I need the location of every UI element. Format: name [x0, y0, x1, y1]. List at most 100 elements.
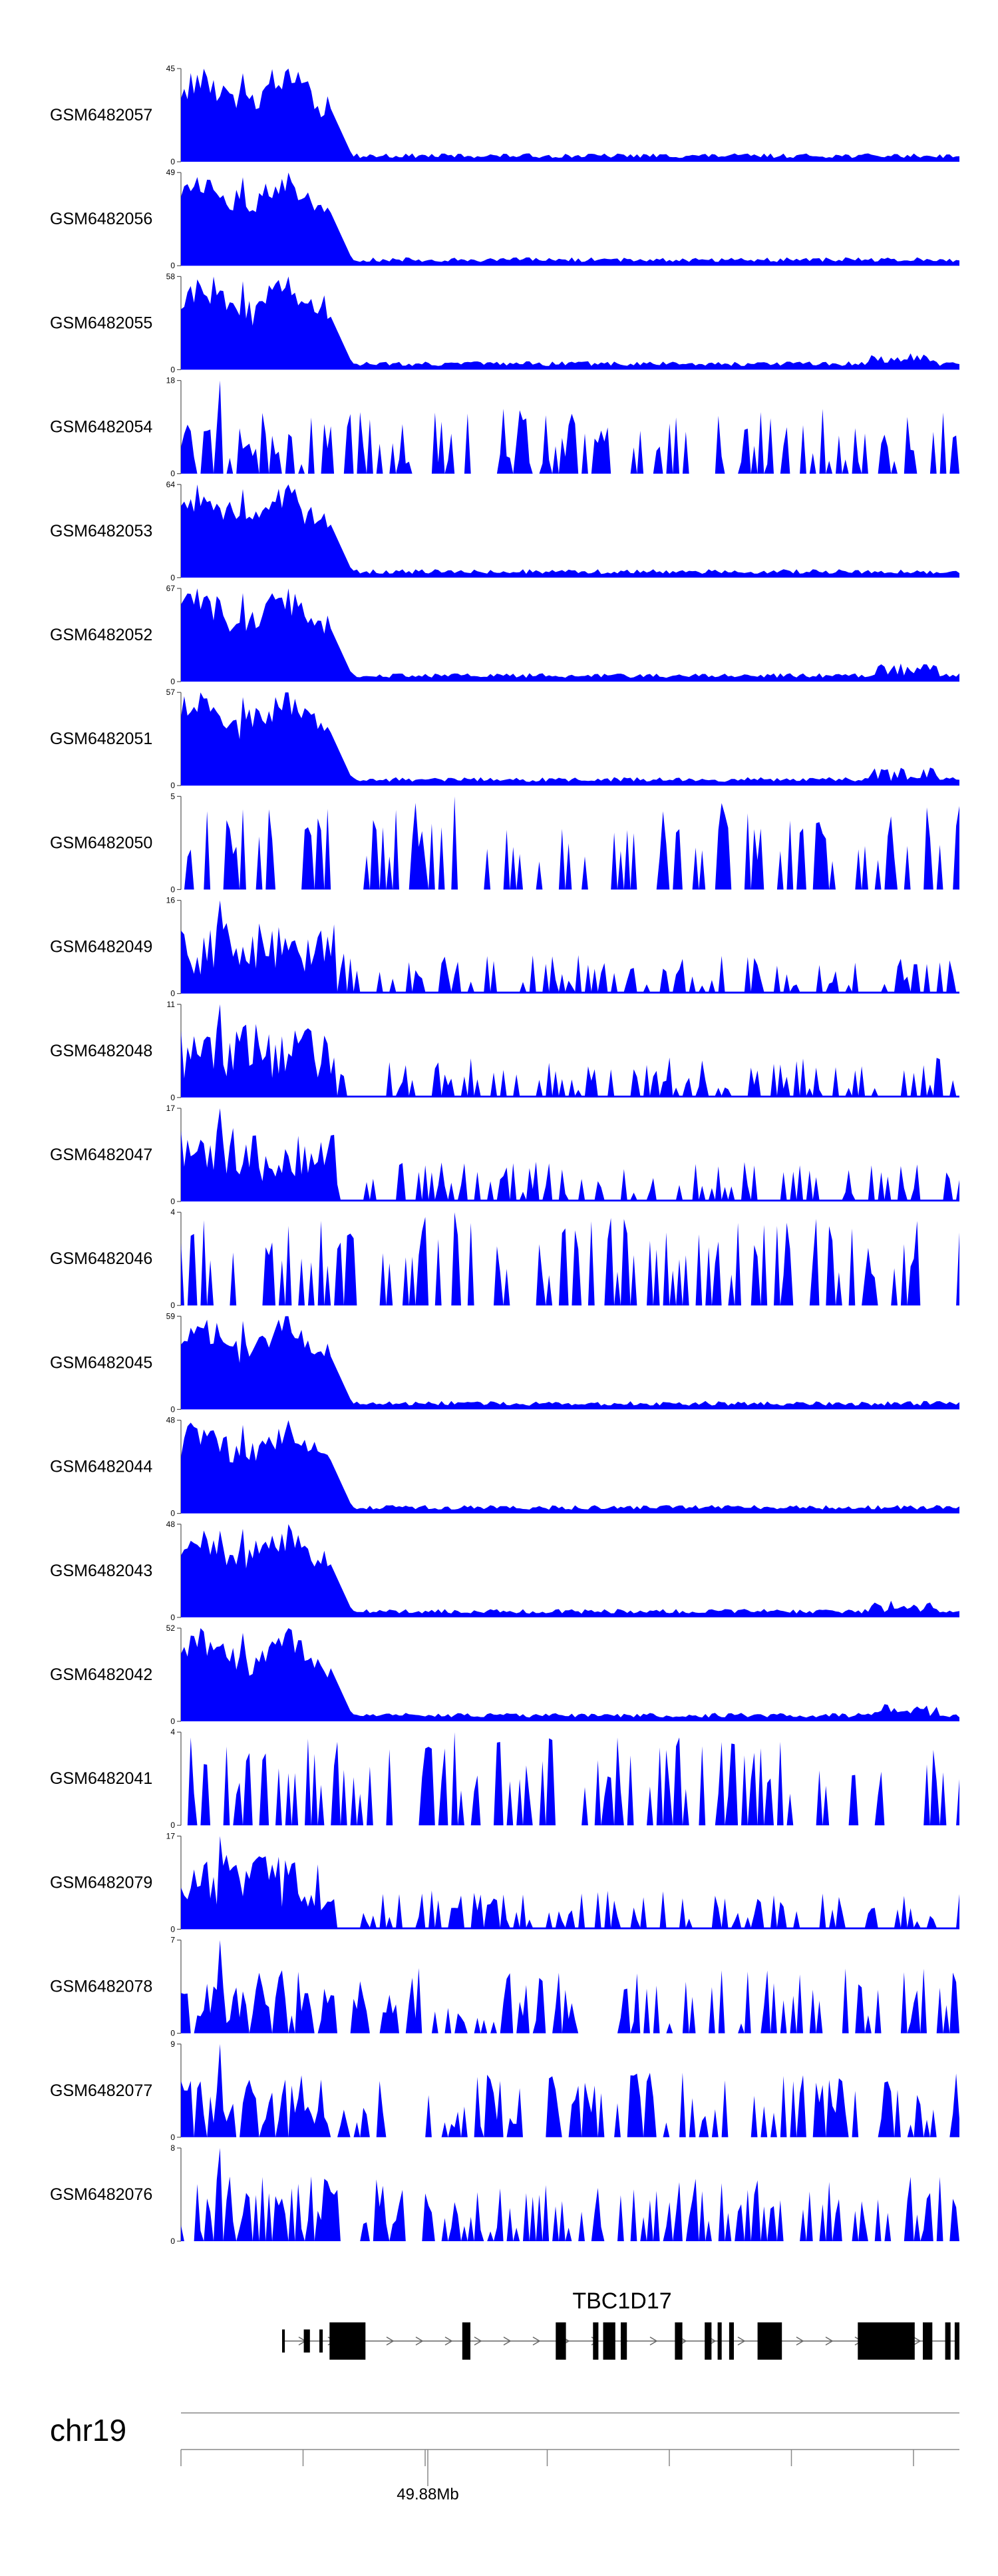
chromosome-label: chr19 [50, 2413, 126, 2448]
track-label: GSM6482053 [50, 522, 152, 540]
exon [954, 2322, 959, 2360]
track-GSM6482076: GSM6482076 8 0 [50, 2143, 959, 2246]
track-label: GSM6482045 [50, 1353, 152, 1372]
strand-arrow [532, 2336, 541, 2346]
track-label: GSM6482050 [50, 833, 152, 852]
exon [329, 2322, 366, 2360]
y-max-label: 48 [166, 1416, 176, 1425]
y-min-label: 0 [170, 157, 175, 166]
y-min-label: 0 [170, 781, 175, 790]
coverage-area [181, 1940, 959, 2034]
coverage-tracks: GSM6482057450GSM6482056490GSM6482055580G… [50, 64, 959, 2246]
y-min-label: 0 [170, 365, 175, 374]
gene-name: TBC1D17 [572, 2288, 671, 2314]
y-min-label: 0 [170, 261, 175, 270]
exon [705, 2322, 712, 2360]
y-max-label: 64 [166, 480, 176, 489]
track-GSM6482044: GSM6482044 48 0 [50, 1416, 959, 1518]
y-max-label: 57 [166, 688, 176, 697]
exon [282, 2329, 285, 2353]
exon [319, 2329, 323, 2353]
y-max-label: 18 [166, 376, 176, 385]
y-max-label: 8 [170, 2143, 175, 2153]
track-label: GSM6482057 [50, 106, 152, 124]
strand-arrow [796, 2336, 804, 2346]
y-min-label: 0 [170, 1197, 175, 1206]
y-max-label: 7 [170, 1936, 175, 1945]
track-GSM6482054: GSM6482054 18 0 [50, 376, 959, 479]
y-min-label: 0 [170, 1924, 175, 1934]
track-label: GSM6482042 [50, 1665, 152, 1684]
strand-arrow [913, 2336, 921, 2346]
y-min-label: 0 [170, 1404, 175, 1414]
strand-arrow [825, 2336, 834, 2346]
strand-arrow [649, 2336, 658, 2346]
exon [858, 2322, 915, 2360]
y-min-label: 0 [170, 989, 175, 998]
exon [717, 2322, 722, 2360]
track-label: GSM6482047 [50, 1146, 152, 1164]
genome-axis: chr19 49.88Mb [50, 2412, 959, 2503]
strand-arrow [444, 2336, 453, 2346]
y-max-label: 16 [166, 896, 176, 905]
track-GSM6482051: GSM6482051 57 0 [50, 688, 959, 790]
track-GSM6482048: GSM6482048 11 0 [50, 1000, 959, 1102]
coverage-area [181, 1836, 959, 1930]
gene-track: TBC1D17 [282, 2288, 959, 2360]
exon [945, 2322, 951, 2360]
exon [675, 2322, 683, 2360]
exon [556, 2322, 566, 2360]
y-min-label: 0 [170, 885, 175, 894]
y-max-label: 67 [166, 584, 176, 593]
coverage-area [181, 1524, 959, 1617]
y-min-label: 0 [170, 2029, 175, 2038]
exon [621, 2322, 627, 2360]
strand-arrow [474, 2336, 482, 2346]
track-label: GSM6482054 [50, 418, 152, 437]
strand-arrow [737, 2336, 746, 2346]
track-label: GSM6482043 [50, 1562, 152, 1580]
y-min-label: 0 [170, 1509, 175, 1518]
track-label: GSM6482076 [50, 2185, 152, 2204]
coverage-area [181, 1212, 959, 1306]
track-GSM6482045: GSM6482045 59 0 [50, 1311, 959, 1414]
track-GSM6482049: GSM6482049 16 0 [50, 896, 959, 998]
track-label: GSM6482051 [50, 730, 152, 748]
y-max-label: 58 [166, 272, 176, 281]
y-max-label: 17 [166, 1831, 176, 1840]
track-label: GSM6482056 [50, 210, 152, 228]
strand-arrow [415, 2336, 424, 2346]
coverage-area [181, 588, 959, 682]
track-label: GSM6482048 [50, 1042, 152, 1060]
track-GSM6482052: GSM6482052 67 0 [50, 584, 959, 686]
track-GSM6482077: GSM6482077 9 0 [50, 2039, 959, 2142]
y-min-label: 0 [170, 2237, 175, 2246]
track-label: GSM6482078 [50, 1978, 152, 1996]
track-GSM6482047: GSM6482047 17 0 [50, 1104, 959, 1206]
track-GSM6482053: GSM6482053 64 0 [50, 480, 959, 582]
track-label: GSM6482046 [50, 1249, 152, 1268]
coverage-area [181, 796, 959, 890]
coverage-area [181, 2043, 959, 2137]
y-max-label: 59 [166, 1311, 176, 1321]
y-min-label: 0 [170, 2133, 175, 2142]
track-label: GSM6482052 [50, 626, 152, 644]
track-GSM6482079: GSM6482079 17 0 [50, 1831, 959, 1934]
y-max-label: 48 [166, 1520, 176, 1529]
coverage-area [181, 2148, 959, 2241]
coverage-area [181, 1316, 959, 1410]
coverage-area [181, 172, 959, 266]
exon [757, 2322, 782, 2360]
y-max-label: 9 [170, 2039, 175, 2049]
y-max-label: 5 [170, 791, 175, 801]
track-label: GSM6482055 [50, 314, 152, 332]
position-label: 49.88Mb [397, 2485, 458, 2503]
coverage-area [181, 1108, 959, 1201]
track-label: GSM6482077 [50, 2081, 152, 2100]
coverage-area [181, 484, 959, 578]
track-GSM6482042: GSM6482042 52 0 [50, 1623, 959, 1726]
y-min-label: 0 [170, 573, 175, 582]
coverage-area [181, 692, 959, 786]
coverage-area [181, 380, 959, 474]
coverage-area [181, 1628, 959, 1721]
